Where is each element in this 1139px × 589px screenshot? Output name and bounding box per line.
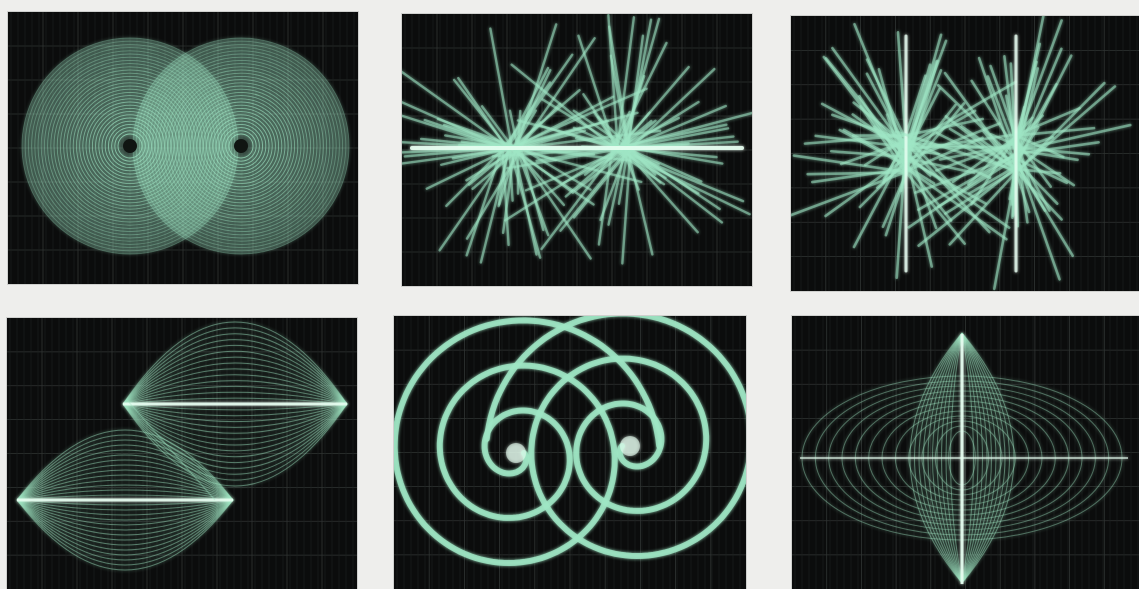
oscilloscope-panel-spike-burst-horizontal [402, 14, 752, 286]
spike-burst-trace [402, 14, 752, 286]
double-spiral-trace [394, 316, 746, 589]
oscilloscope-panel-lens-loops [7, 318, 357, 589]
circles-trace [8, 12, 358, 284]
oscilloscope-panel-circles [8, 12, 358, 284]
oscilloscope-panel-spike-burst-vertical [791, 16, 1139, 291]
oscilloscope-panel-double-spiral [394, 316, 746, 589]
diamond-trace [792, 316, 1139, 589]
lens-loops-trace [7, 318, 357, 589]
spike-burst-vertical-trace [791, 16, 1139, 291]
oscilloscope-panel-diamond [792, 316, 1139, 589]
